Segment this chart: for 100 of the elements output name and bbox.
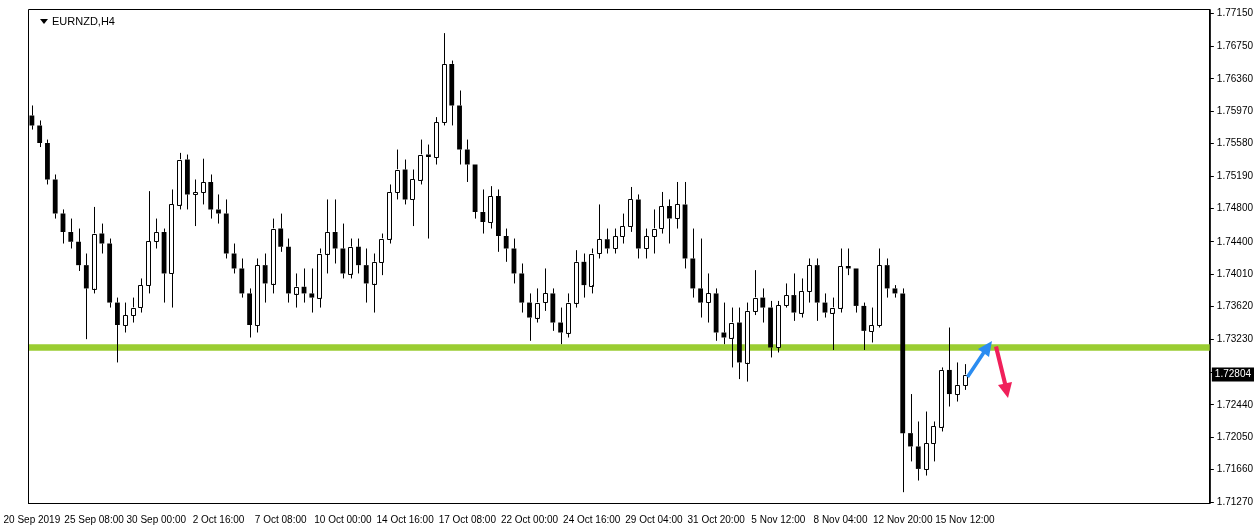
y-tick-label: 1.73620 — [1216, 300, 1254, 312]
candlestick — [721, 302, 727, 345]
x-tick-label: 17 Oct 08:00 — [438, 513, 497, 525]
candlestick — [45, 139, 50, 185]
y-tick-label: 1.77150 — [1216, 6, 1254, 18]
x-tick-label: 10 Oct 00:00 — [314, 513, 372, 525]
y-tick-label: 1.74010 — [1216, 268, 1254, 280]
y-tick-label: 1.73230 — [1216, 332, 1254, 344]
candlestick — [908, 393, 913, 462]
text: 1.72804 — [1214, 368, 1252, 380]
candlestick — [154, 218, 159, 250]
candlestick — [146, 190, 151, 294]
candlestick — [946, 327, 952, 408]
candlestick — [184, 154, 190, 210]
y-tick-label: 1.74400 — [1216, 235, 1254, 247]
candlestick — [402, 159, 408, 205]
candlestick — [706, 272, 711, 324]
x-tick-label: 14 Oct 16:00 — [376, 513, 435, 525]
candlestick — [713, 287, 719, 342]
candlestick — [791, 272, 797, 322]
candlestick — [340, 223, 346, 279]
candlestick — [659, 191, 664, 235]
candlestick — [613, 228, 618, 255]
y-tick-label: 1.71270 — [1216, 495, 1254, 507]
candlestick — [628, 186, 633, 233]
candlestick — [635, 193, 641, 259]
candlestick — [931, 421, 936, 462]
candlestick — [604, 228, 610, 255]
candlestick — [550, 287, 556, 332]
candlestick — [52, 174, 58, 220]
candlestick — [698, 238, 703, 319]
candlestick — [278, 213, 284, 253]
candlestick — [356, 238, 361, 274]
candlestick — [915, 421, 921, 482]
candlestick — [216, 193, 221, 225]
candlestick — [37, 119, 43, 148]
candlestick — [900, 287, 906, 493]
candlestick — [480, 188, 486, 235]
y-tick-label: 1.75580 — [1216, 137, 1254, 149]
x-tick-label: 8 Nov 04:00 — [813, 513, 868, 525]
x-tick-label: 30 Sep 00:00 — [126, 513, 187, 525]
text: EURNZD,H4 — [52, 15, 115, 27]
candlestick — [457, 90, 462, 166]
candlestick — [76, 228, 81, 272]
candlestick — [130, 297, 136, 324]
candlestick — [760, 287, 766, 324]
candlestick — [449, 60, 455, 126]
candlestick — [877, 248, 882, 329]
candlestick — [644, 228, 649, 259]
candlestick — [667, 198, 672, 245]
x-tick-label: 24 Oct 16:00 — [563, 513, 621, 525]
x-tick-label: 20 Sep 2019 — [3, 513, 61, 525]
x-tick-label: 25 Sep 08:00 — [64, 513, 125, 525]
candlestick — [784, 282, 789, 309]
x-tick-label: 22 Oct 00:00 — [500, 513, 559, 525]
candlestick — [208, 174, 214, 220]
candlestick — [464, 139, 470, 183]
y-tick-label: 1.71660 — [1216, 463, 1254, 475]
candlestick — [247, 287, 253, 338]
y-tick-label: 1.76750 — [1216, 40, 1254, 52]
candlestick — [496, 188, 501, 253]
candlestick — [543, 267, 548, 312]
candlestick — [597, 203, 602, 259]
y-tick-label: 1.76360 — [1216, 72, 1254, 84]
y-tick-label: 1.75970 — [1216, 105, 1254, 117]
x-tick-label: 31 Oct 20:00 — [687, 513, 746, 525]
y-tick-label: 1.72440 — [1216, 398, 1254, 410]
candlestick — [737, 307, 742, 380]
candlestick — [255, 258, 260, 334]
candlestick — [954, 361, 960, 403]
candlestick — [107, 238, 113, 309]
candlestick — [138, 277, 143, 314]
y-tick-label: 1.75190 — [1216, 169, 1254, 181]
candlestick — [884, 258, 890, 299]
y-tick-label: 1.72050 — [1216, 431, 1254, 443]
candlestick — [262, 253, 268, 304]
y-tick-label: 1.74800 — [1216, 202, 1254, 214]
x-tick-label: 7 Oct 08:00 — [254, 513, 307, 525]
candlestick — [690, 228, 696, 299]
candlestick — [68, 218, 74, 250]
candlestick — [675, 181, 680, 230]
x-tick-label: 2 Oct 16:00 — [192, 513, 245, 525]
candlestick — [768, 300, 773, 358]
candlestick — [223, 198, 229, 259]
x-tick-label: 15 Nov 12:00 — [935, 513, 996, 525]
candlestick — [861, 302, 867, 351]
candlestick — [115, 297, 120, 363]
candlestick — [620, 213, 625, 245]
candlestick — [442, 32, 447, 126]
candlestick — [123, 302, 128, 334]
candlestick — [83, 253, 89, 340]
candlestick — [332, 198, 338, 264]
candlestick — [519, 262, 525, 314]
candlestick — [193, 178, 198, 227]
candlestick — [309, 267, 315, 314]
x-tick-label: 12 Nov 20:00 — [872, 513, 933, 525]
candlestick — [169, 188, 174, 309]
candlestick — [651, 208, 657, 255]
x-tick-label: 29 Oct 04:00 — [625, 513, 683, 525]
candlestick — [434, 116, 439, 166]
